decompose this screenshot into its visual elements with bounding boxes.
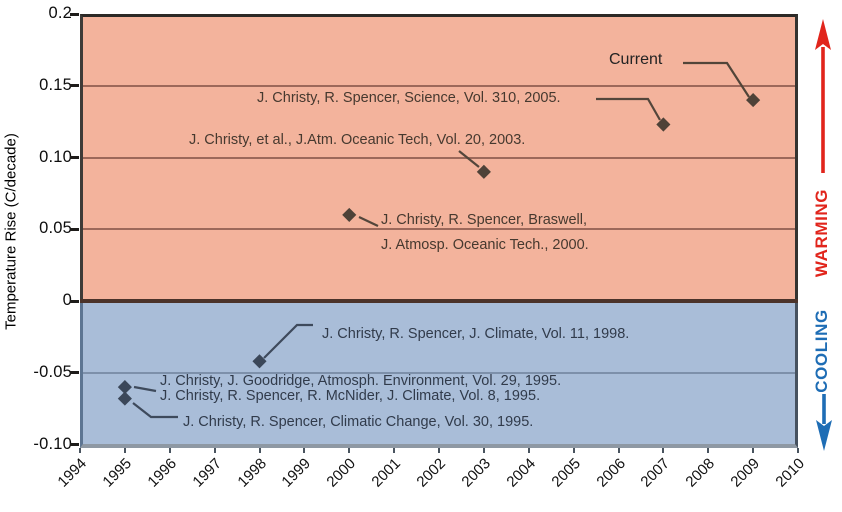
cooling-label: COOLING	[812, 309, 831, 393]
annotation-line: Current	[609, 51, 663, 68]
gridline	[83, 84, 795, 87]
x-tick-mark	[662, 448, 665, 453]
annotation-climatic-change-1995: J. Christy, R. Spencer, Climatic Change,…	[183, 414, 534, 431]
y-tick-mark	[70, 84, 79, 88]
y-tick-label: 0.10	[39, 147, 72, 166]
annotation-line: J. Christy, J. Goodridge, Atmosph. Envir…	[160, 373, 562, 389]
x-tick-mark	[303, 448, 306, 453]
data-point-diamond	[476, 164, 491, 179]
annotation-line: J. Atmosp. Oceanic Tech., 2000.	[381, 236, 589, 253]
leader-line-tech-2003	[458, 150, 480, 168]
y-tick-label: 0	[62, 291, 72, 309]
annotation-mcnider-1995: J. Christy, R. Spencer, R. McNider, J. C…	[160, 388, 541, 405]
x-tick-mark	[707, 448, 710, 453]
annotation-climate-1998: J. Christy, R. Spencer, J. Climate, Vol.…	[322, 326, 630, 343]
leader-line-climate-1998	[263, 323, 313, 359]
x-tick-mark	[348, 448, 351, 453]
gridline	[83, 228, 795, 231]
data-point-diamond	[117, 380, 132, 395]
warming-label: WARMING	[812, 188, 831, 278]
annotation-tech-2003: J. Christy, et al., J.Atm. Oceanic Tech,…	[189, 132, 526, 149]
x-tick-mark	[213, 448, 216, 453]
y-tick-mark	[70, 371, 79, 375]
y-tick-label: -0.10	[33, 434, 72, 453]
x-tick-mark	[258, 448, 261, 453]
x-tick-mark	[482, 448, 485, 453]
annotation-goodridge-1995: J. Christy, J. Goodridge, Atmosph. Envir…	[160, 373, 562, 390]
annotation-current: Current	[609, 52, 662, 68]
x-tick-mark	[123, 448, 126, 453]
y-tick-mark	[70, 443, 79, 446]
y-tick-mark	[70, 12, 79, 16]
annotation-science-2005: J. Christy, R. Spencer, Science, Vol. 31…	[257, 90, 561, 107]
x-tick-mark	[752, 448, 755, 453]
leader-line-science-2005	[596, 97, 661, 121]
x-tick-mark	[572, 448, 575, 453]
cooling-region	[80, 303, 798, 448]
data-point-diamond	[117, 391, 132, 406]
leader-line-climatic-change-1995	[132, 402, 178, 419]
annotation-line: J. Christy, et al., J.Atm. Oceanic Tech,…	[189, 132, 526, 148]
y-tick-label: -0.05	[33, 362, 72, 381]
x-tick-mark	[617, 448, 620, 453]
warming-arrow-icon	[815, 19, 831, 173]
y-tick-mark	[70, 227, 79, 231]
x-tick-mark	[79, 448, 81, 453]
leader-line-braswell-2000	[358, 216, 379, 227]
x-tick-mark	[168, 448, 171, 453]
y-tick-label: 0.2	[48, 4, 72, 22]
y-tick-mark	[70, 156, 79, 159]
x-tick-mark	[393, 448, 396, 453]
y-tick-label: 0.15	[39, 75, 72, 94]
leader-line-current	[683, 61, 750, 98]
zero-baseline	[80, 299, 798, 303]
leader-line-goodridge-1995	[133, 385, 157, 393]
data-point-diamond	[342, 207, 357, 222]
y-tick-mark	[70, 299, 79, 303]
y-tick-label: 0.05	[39, 219, 72, 238]
annotation-line: J. Christy, R. Spencer, Climatic Change,…	[183, 414, 534, 430]
annotation-braswell-2000: J. Christy, R. Spencer, Braswell, J. Atmo…	[381, 208, 589, 257]
data-point-diamond	[656, 117, 671, 132]
annotation-line: J. Christy, R. Spencer, J. Climate, Vol.…	[322, 326, 630, 342]
annotation-line: J. Christy, R. Spencer, Braswell,	[381, 212, 588, 228]
annotation-line: J. Christy, R. Spencer, Science, Vol. 31…	[257, 90, 561, 106]
data-point-diamond	[746, 93, 761, 108]
data-point-diamond	[252, 354, 267, 369]
x-tick-mark	[438, 448, 440, 453]
annotation-line: J. Christy, R. Spencer, R. McNider, J. C…	[160, 388, 541, 404]
gridline	[83, 156, 795, 159]
x-tick-mark	[797, 448, 799, 453]
x-tick-mark	[527, 448, 530, 453]
y-axis-title: Temperature Rise (C/decade)	[2, 133, 20, 330]
gridline	[83, 371, 795, 374]
cooling-arrow-icon	[816, 394, 832, 451]
